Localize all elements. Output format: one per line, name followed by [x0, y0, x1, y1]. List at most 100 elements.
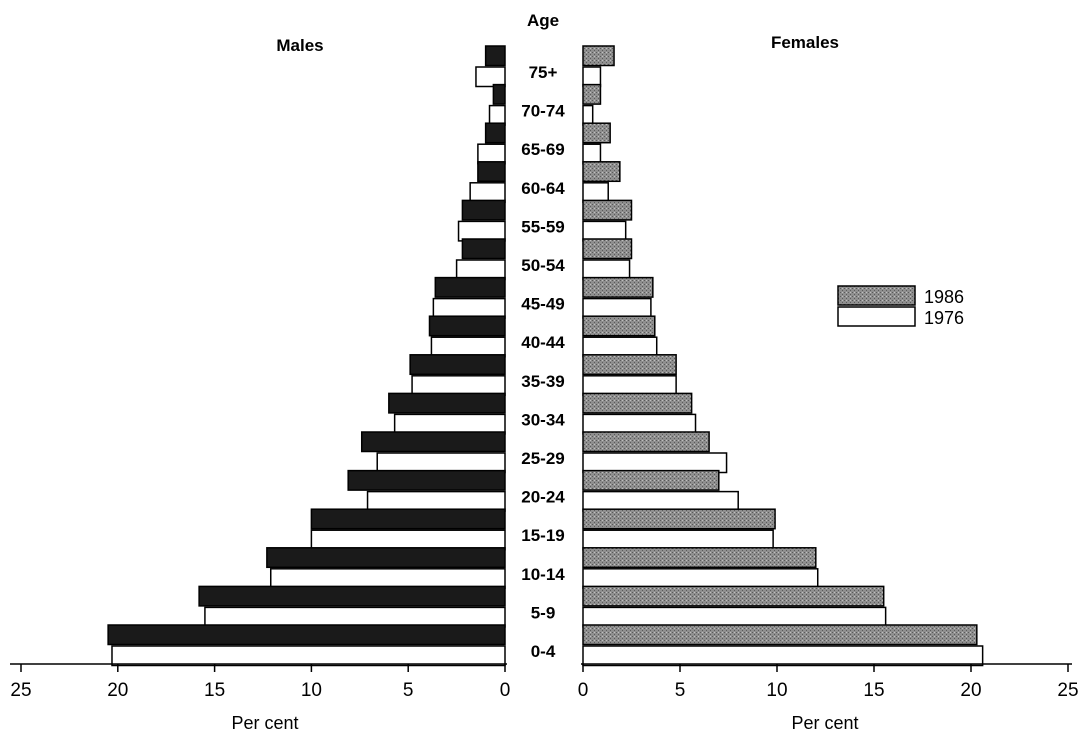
females-tick-label-0: 0 — [578, 680, 589, 701]
axes-layer: 25 20 15 10 5 0 0 5 10 15 20 25 — [10, 663, 1079, 701]
bar-males-1976-65-69 — [477, 143, 506, 165]
legend: 1986 1976 — [837, 285, 964, 328]
males-tick-label-25: 25 — [10, 680, 31, 701]
bar-females-1976-40-44 — [582, 336, 658, 358]
bar-males-1976-5-9 — [204, 606, 506, 628]
bar-females-1986-60-64 — [582, 161, 621, 183]
bar-females-1976-75plus — [582, 66, 602, 88]
bar-females-1976-35-39 — [582, 375, 677, 397]
females-tick-label-25: 25 — [1057, 680, 1078, 701]
bar-females-1986-10-14 — [582, 547, 817, 569]
legend-label-1976: 1976 — [924, 308, 964, 328]
bar-females-1986-15-19 — [582, 508, 776, 530]
females-tick-label-5: 5 — [675, 680, 686, 701]
bar-males-1976-55-59 — [457, 220, 506, 242]
bar-males-1976-35-39 — [411, 375, 506, 397]
legend-swatch-1976 — [837, 306, 916, 327]
age-label-45-49: 45-49 — [521, 295, 564, 314]
bar-females-1976-10-14 — [582, 568, 819, 590]
bar-females-1976-65-69 — [582, 143, 602, 165]
males-tick-label-10: 10 — [301, 680, 322, 701]
legend-swatch-1986 — [837, 285, 916, 306]
bar-males-1986-65-69 — [484, 122, 506, 144]
bar-females-1986-50-54 — [582, 238, 633, 260]
females-tick-label-20: 20 — [960, 680, 981, 701]
age-label-60-64: 60-64 — [521, 179, 565, 198]
males-panel-title: Males — [276, 36, 323, 55]
bar-females-1976-30-34 — [582, 413, 697, 435]
age-label-75plus: 75+ — [529, 63, 558, 82]
bar-females-1976-70-74 — [582, 104, 594, 126]
bar-males-1976-25-29 — [376, 452, 506, 474]
bar-females-1986-40-44 — [582, 315, 656, 337]
bar-males-1986-50-54 — [461, 238, 506, 260]
bar-females-1986-65-69 — [582, 122, 611, 144]
bar-males-1986-20-24 — [347, 469, 506, 491]
bar-females-1986-20-24 — [582, 469, 720, 491]
bar-males-1986-10-14 — [266, 547, 506, 569]
bar-males-1986-0-4 — [107, 624, 506, 646]
bar-males-1986-30-34 — [388, 392, 506, 414]
bar-females-1986-0-4 — [582, 624, 978, 646]
age-label-5-9: 5-9 — [531, 603, 556, 622]
females-x-axis-title: Per cent — [791, 713, 858, 733]
bar-males-1986-75plus — [484, 45, 506, 67]
bar-males-1976-45-49 — [432, 297, 506, 319]
males-tick-label-20: 20 — [107, 680, 128, 701]
bar-females-1976-55-59 — [582, 220, 627, 242]
age-label-30-34: 30-34 — [521, 410, 565, 429]
bar-males-1986-45-49 — [434, 276, 506, 298]
bar-females-1976-25-29 — [582, 452, 728, 474]
bar-males-1986-15-19 — [310, 508, 506, 530]
bar-females-1976-15-19 — [582, 529, 774, 551]
bar-males-1986-5-9 — [198, 585, 506, 607]
age-label-35-39: 35-39 — [521, 372, 564, 391]
age-label-15-19: 15-19 — [521, 526, 564, 545]
bar-males-1976-60-64 — [469, 182, 506, 204]
females-panel-title: Females — [771, 33, 839, 52]
bar-females-1986-45-49 — [582, 276, 654, 298]
age-label-70-74: 70-74 — [521, 102, 565, 121]
age-label-25-29: 25-29 — [521, 449, 564, 468]
bar-males-1976-75plus — [475, 66, 506, 88]
males-tick-label-15: 15 — [204, 680, 225, 701]
females-tick-label-15: 15 — [863, 680, 884, 701]
age-label-20-24: 20-24 — [521, 488, 565, 507]
males-tick-label-0: 0 — [500, 680, 511, 701]
males-tick-label-5: 5 — [403, 680, 414, 701]
age-axis-title: Age — [527, 11, 559, 30]
bar-females-1986-70-74 — [582, 83, 602, 105]
bar-females-1976-20-24 — [582, 490, 739, 512]
bar-females-1976-45-49 — [582, 297, 652, 319]
bar-males-1986-60-64 — [477, 161, 506, 183]
age-label-55-59: 55-59 — [521, 217, 564, 236]
bar-males-1976-15-19 — [310, 529, 506, 551]
bar-males-1976-40-44 — [430, 336, 506, 358]
age-label-0-4: 0-4 — [531, 642, 556, 661]
bar-males-1976-50-54 — [455, 259, 506, 281]
bar-males-1986-40-44 — [428, 315, 506, 337]
bar-males-1976-10-14 — [269, 568, 506, 590]
bar-females-1986-35-39 — [582, 354, 677, 376]
bar-males-1976-20-24 — [366, 490, 506, 512]
bar-males-1986-25-29 — [360, 431, 506, 453]
males-x-axis-title: Per cent — [231, 713, 298, 733]
age-labels-layer: 75+ 70-74 65-69 60-64 55-59 50-54 45-49 40-44 35… — [521, 63, 565, 661]
bar-males-1976-70-74 — [488, 104, 506, 126]
bar-females-1986-55-59 — [582, 199, 633, 221]
bar-females-1976-50-54 — [582, 259, 631, 281]
bar-males-1986-70-74 — [492, 83, 506, 105]
bar-females-1976-60-64 — [582, 182, 609, 204]
females-tick-label-10: 10 — [766, 680, 787, 701]
legend-label-1986: 1986 — [924, 287, 964, 307]
bar-females-1976-0-4 — [582, 645, 984, 667]
age-label-10-14: 10-14 — [521, 565, 565, 584]
bar-females-1986-25-29 — [582, 431, 710, 453]
bar-males-1986-55-59 — [461, 199, 506, 221]
age-label-65-69: 65-69 — [521, 140, 564, 159]
bar-females-1976-5-9 — [582, 606, 887, 628]
age-label-50-54: 50-54 — [521, 256, 565, 275]
bars-layer — [107, 45, 984, 667]
bar-females-1986-30-34 — [582, 392, 693, 414]
